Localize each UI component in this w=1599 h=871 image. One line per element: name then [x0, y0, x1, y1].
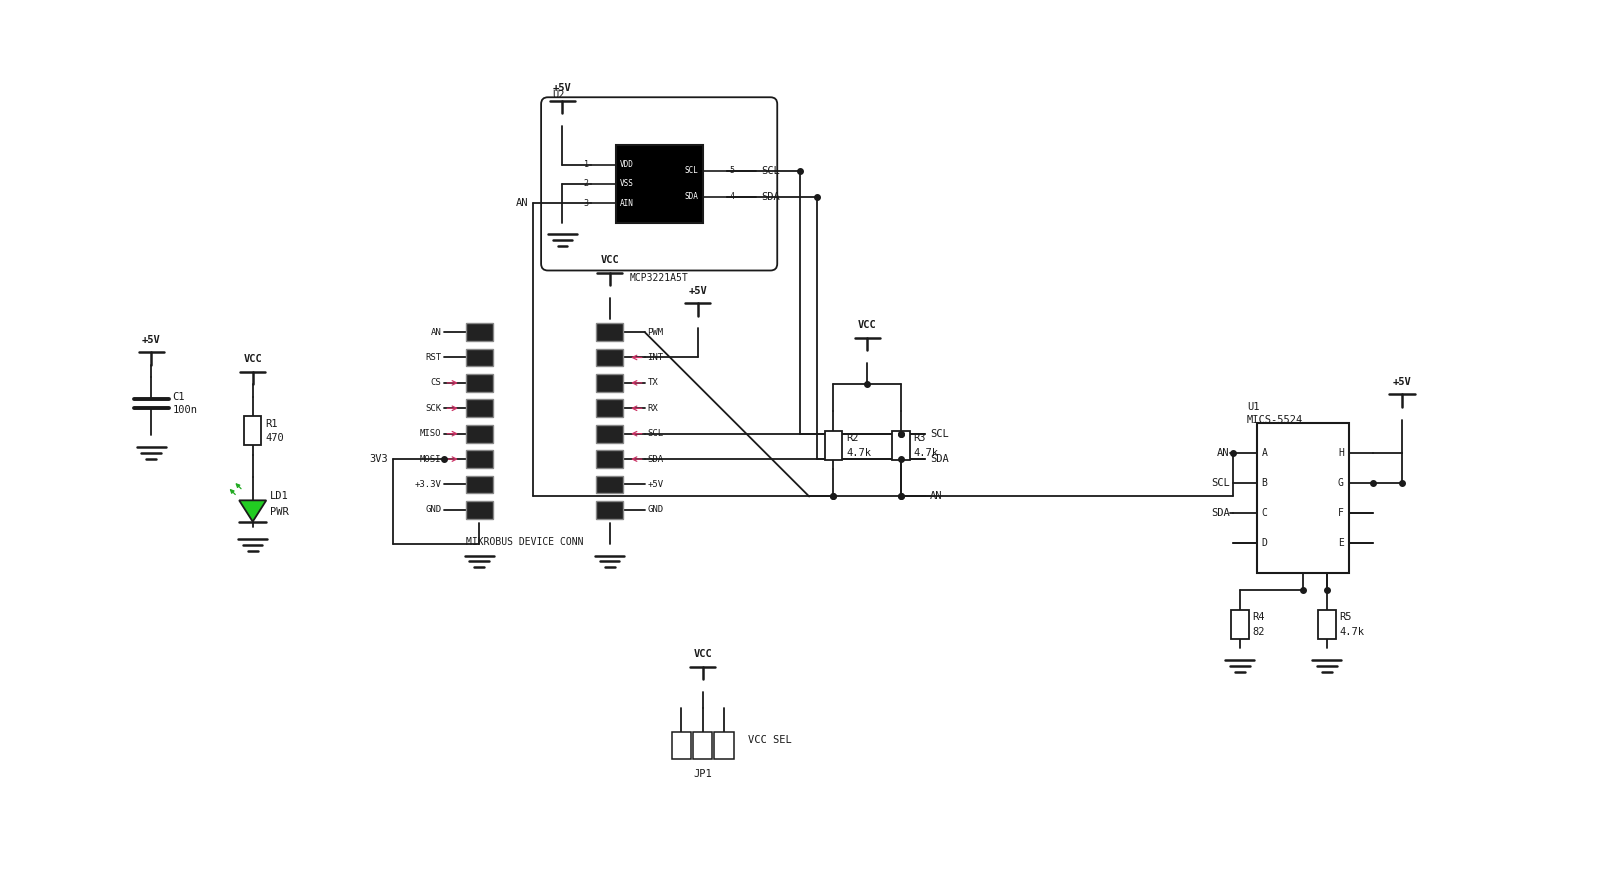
Bar: [596, 323, 624, 341]
Text: VDD: VDD: [619, 160, 633, 169]
Bar: [465, 400, 492, 417]
Polygon shape: [240, 500, 267, 522]
Text: SCL: SCL: [931, 429, 948, 439]
Text: SDA: SDA: [648, 455, 664, 463]
Text: SCL: SCL: [1210, 478, 1230, 489]
Bar: [596, 450, 624, 468]
Text: E: E: [1338, 538, 1343, 549]
Text: SCK: SCK: [425, 404, 441, 413]
Bar: [245, 416, 261, 445]
Text: VSS: VSS: [619, 179, 633, 188]
Text: R4: R4: [1252, 612, 1265, 623]
Bar: [825, 430, 843, 460]
Text: VCC SEL: VCC SEL: [748, 735, 792, 746]
Text: 3V3: 3V3: [369, 454, 389, 464]
Text: GND: GND: [425, 505, 441, 515]
Bar: [465, 476, 492, 493]
Text: INT: INT: [648, 353, 664, 362]
Text: 470: 470: [265, 434, 285, 443]
Text: D: D: [1262, 538, 1268, 549]
Text: PWR: PWR: [270, 507, 289, 517]
Text: 3: 3: [584, 199, 588, 207]
Text: U2: U2: [553, 91, 564, 100]
Bar: [596, 501, 624, 519]
Bar: [465, 450, 492, 468]
Text: LD1: LD1: [270, 491, 289, 502]
Bar: [715, 732, 734, 759]
Text: R3: R3: [913, 434, 926, 443]
Bar: [465, 323, 492, 341]
Bar: [1257, 423, 1348, 573]
Text: MCP3221A5T: MCP3221A5T: [630, 273, 689, 283]
Bar: [672, 732, 691, 759]
Text: 82: 82: [1252, 627, 1265, 637]
Text: R5: R5: [1340, 612, 1353, 623]
Text: +5V: +5V: [1393, 376, 1412, 387]
Bar: [892, 430, 910, 460]
Text: R2: R2: [846, 434, 859, 443]
Text: AN: AN: [430, 327, 441, 336]
Bar: [465, 425, 492, 442]
Text: SCL: SCL: [648, 429, 664, 438]
Bar: [596, 476, 624, 493]
Bar: [1318, 610, 1335, 638]
Text: SDA: SDA: [761, 192, 780, 202]
Bar: [1231, 610, 1249, 638]
Bar: [596, 348, 624, 367]
Text: SCL: SCL: [684, 166, 699, 175]
Text: VCC: VCC: [601, 255, 619, 265]
Text: 4.7k: 4.7k: [913, 448, 939, 458]
Text: SDA: SDA: [1210, 509, 1230, 518]
Bar: [465, 348, 492, 367]
Text: B: B: [1262, 478, 1268, 489]
Text: SDA: SDA: [931, 454, 948, 464]
Text: AN: AN: [516, 199, 529, 208]
Bar: [596, 425, 624, 442]
Text: 4: 4: [729, 192, 736, 201]
Bar: [465, 374, 492, 392]
Text: VCC: VCC: [859, 320, 876, 330]
Text: +5V: +5V: [553, 83, 572, 93]
Text: C1: C1: [173, 392, 185, 402]
Text: RST: RST: [425, 353, 441, 362]
Text: 4.7k: 4.7k: [846, 448, 871, 458]
Text: A: A: [1262, 449, 1268, 458]
Text: G: G: [1338, 478, 1343, 489]
Text: JP1: JP1: [694, 769, 712, 780]
Text: VCC: VCC: [243, 354, 262, 364]
Text: F: F: [1338, 509, 1343, 518]
Text: PWM: PWM: [648, 327, 664, 336]
Bar: [616, 145, 702, 223]
Bar: [692, 732, 713, 759]
Text: AN: AN: [1217, 449, 1230, 458]
Text: CS: CS: [430, 378, 441, 388]
Text: 4.7k: 4.7k: [1340, 627, 1364, 637]
Text: SDA: SDA: [684, 192, 699, 201]
Text: TX: TX: [648, 378, 659, 388]
Text: AN: AN: [931, 491, 943, 502]
Text: 2: 2: [584, 179, 588, 188]
Text: +5V: +5V: [648, 480, 664, 489]
Text: SCL: SCL: [761, 166, 780, 176]
Text: +5V: +5V: [689, 286, 707, 295]
Text: +3.3V: +3.3V: [414, 480, 441, 489]
Text: GND: GND: [648, 505, 664, 515]
Bar: [596, 400, 624, 417]
Text: MIKROBUS DEVICE CONN: MIKROBUS DEVICE CONN: [465, 537, 584, 547]
Text: 5: 5: [729, 166, 736, 175]
Text: 100n: 100n: [173, 405, 197, 415]
Text: C: C: [1262, 509, 1268, 518]
Text: 1: 1: [584, 160, 588, 169]
Text: AIN: AIN: [619, 199, 633, 207]
Text: VCC: VCC: [694, 649, 712, 659]
Text: U1
MICS-5524: U1 MICS-5524: [1247, 402, 1303, 425]
Text: MISO: MISO: [421, 429, 441, 438]
Text: RX: RX: [648, 404, 659, 413]
Bar: [596, 374, 624, 392]
Text: R1: R1: [265, 419, 278, 429]
Bar: [465, 501, 492, 519]
Text: +5V: +5V: [142, 334, 160, 345]
Text: H: H: [1338, 449, 1343, 458]
Text: MOSI: MOSI: [421, 455, 441, 463]
